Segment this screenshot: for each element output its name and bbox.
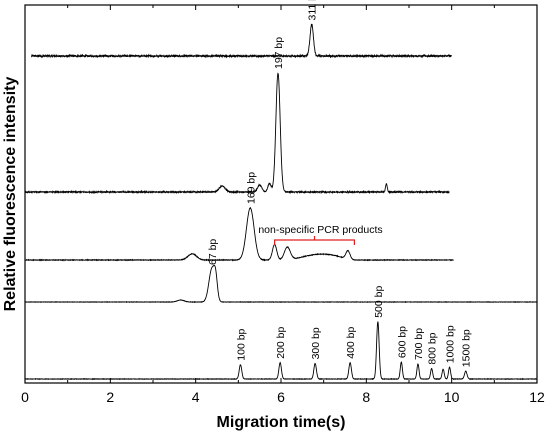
- peak-label: 700 bp: [413, 328, 425, 360]
- peak-label: 311 bp: [307, 0, 319, 21]
- peak-label: 197 bp: [273, 37, 285, 69]
- trace-line-3: [24, 206, 454, 262]
- x-tick-label: 10: [444, 389, 460, 405]
- bracket-line: [274, 236, 355, 245]
- peak-label: 400 bp: [345, 326, 357, 358]
- peak-label: 500 bp: [373, 286, 385, 318]
- peak-label: 100 bp: [235, 328, 247, 360]
- trace-line-2: [24, 72, 450, 195]
- x-tick-group: 0 2 4 6 8 10 12: [21, 5, 545, 405]
- trace-group: [24, 23, 538, 381]
- peak-label-group: 311 bp 197 bp 169 bp non-specific PCR produ…: [207, 0, 473, 367]
- bracket-label: non-specific PCR products: [258, 224, 382, 236]
- y-axis-label: Relative fluorescence intensity: [2, 77, 19, 312]
- peak-label: 600 bp: [396, 326, 408, 358]
- peak-label: 1000 bp: [445, 325, 457, 363]
- peak-label: 169 bp: [245, 172, 257, 204]
- x-tick-label: 0: [21, 389, 29, 405]
- peak-label: 1500 bp: [461, 329, 473, 367]
- peak-label: 200 bp: [275, 326, 287, 358]
- peak-label: 800 bp: [427, 332, 439, 364]
- x-tick-label: 8: [362, 389, 370, 405]
- x-axis-label: Migration time(s): [217, 414, 346, 431]
- x-tick-label: 6: [277, 389, 285, 405]
- x-tick-label: 12: [529, 389, 545, 405]
- peak-label: 67 bp: [207, 239, 219, 265]
- x-tick-label: 4: [192, 389, 200, 405]
- trace-line-4: [24, 264, 538, 304]
- x-tick-label: 2: [106, 389, 114, 405]
- trace-line-1: [30, 23, 452, 59]
- peak-label: 300 bp: [310, 327, 322, 359]
